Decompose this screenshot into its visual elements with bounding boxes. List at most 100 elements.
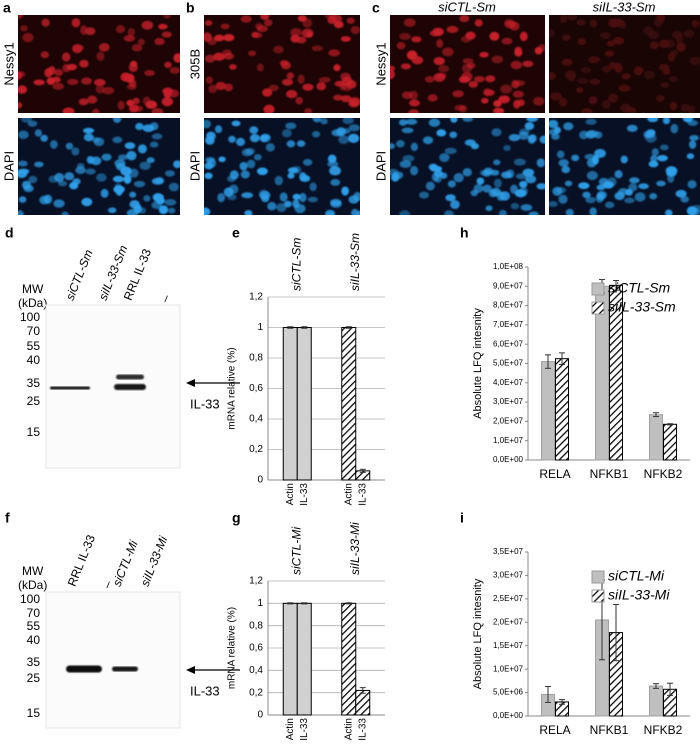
- y-tick-label: 9,0E+07: [493, 281, 524, 290]
- y-axis-label: Absolute LFQ intesnity: [472, 308, 484, 419]
- nucleus: [151, 107, 164, 113]
- nucleus: [564, 180, 573, 187]
- nucleus: [83, 127, 95, 134]
- nucleus: [342, 118, 354, 125]
- x-tick-label: RELA: [539, 723, 570, 737]
- nucleus: [689, 56, 700, 66]
- nucleus: [498, 95, 510, 104]
- bar: [663, 423, 677, 461]
- arrow-head: [186, 666, 195, 674]
- nucleus: [20, 25, 28, 32]
- nucleus: [330, 198, 342, 206]
- nucleus: [168, 207, 176, 214]
- nucleus: [304, 108, 313, 113]
- nucleus: [296, 140, 306, 147]
- nucleus: [204, 54, 216, 63]
- mw-tick: 40: [27, 353, 41, 367]
- nuclei: [204, 118, 360, 215]
- y-tick-label: 3,0E+07: [493, 571, 524, 580]
- nucleus: [34, 161, 44, 168]
- nucleus: [340, 36, 351, 42]
- nucleus: [500, 84, 513, 94]
- panel-letter: f: [5, 510, 10, 526]
- nucleus: [493, 159, 501, 166]
- nucleus: [567, 15, 578, 21]
- nucleus: [240, 170, 250, 179]
- nucleus: [102, 86, 115, 95]
- nucleus: [151, 177, 164, 185]
- nucleus: [264, 19, 273, 27]
- y-tick-label: 0,2: [249, 444, 263, 455]
- nucleus: [244, 209, 253, 215]
- nucleus: [680, 196, 690, 203]
- panel-letter: e: [232, 225, 240, 241]
- nucleus: [620, 103, 631, 113]
- nucleus: [473, 183, 484, 193]
- nucleus: [324, 15, 336, 19]
- nucleus: [435, 72, 447, 79]
- nucleus: [656, 180, 666, 187]
- nucleus: [98, 42, 110, 52]
- nucleus: [450, 118, 458, 123]
- nucleus: [392, 171, 404, 179]
- nucleus: [295, 96, 304, 105]
- bar: [341, 602, 357, 716]
- nucleus: [536, 183, 545, 190]
- y-axis-label: mRNA relative (%): [227, 607, 238, 689]
- nucleus: [214, 125, 223, 134]
- nucleus: [524, 122, 535, 131]
- nucleus: [226, 175, 237, 182]
- nucleus: [18, 196, 27, 203]
- y-tick-label: 1: [257, 322, 263, 333]
- nucleus: [79, 59, 89, 68]
- nucleus: [231, 120, 241, 127]
- nucleus: [493, 100, 502, 107]
- nucleus: [223, 187, 234, 197]
- nucleus: [83, 133, 94, 142]
- nucleus: [447, 180, 456, 188]
- nucleus: [433, 57, 445, 66]
- nucleus: [128, 104, 139, 113]
- nucleus: [112, 175, 124, 183]
- nucleus: [565, 208, 574, 215]
- nucleus: [676, 42, 686, 52]
- nucleus: [208, 84, 218, 94]
- nucleus: [399, 210, 411, 215]
- nucleus: [141, 20, 154, 30]
- nucleus: [222, 49, 232, 57]
- nucleus: [519, 31, 528, 42]
- nucleus: [576, 77, 589, 85]
- nucleus: [62, 63, 71, 73]
- nucleus: [120, 72, 132, 82]
- blot-band: [116, 374, 144, 380]
- nucleus: [462, 118, 474, 122]
- nucleus: [236, 137, 245, 147]
- nucleus: [411, 56, 424, 65]
- nucleus: [161, 97, 174, 107]
- nucleus: [452, 90, 464, 98]
- y-tick-label: 0: [257, 475, 263, 486]
- nucleus: [549, 128, 559, 136]
- nucleus: [350, 25, 360, 35]
- nucleus: [330, 178, 341, 186]
- nucleus: [340, 72, 351, 81]
- nucleus: [528, 211, 539, 215]
- nucleus: [493, 107, 505, 113]
- nucleus: [534, 46, 543, 55]
- blot-band: [112, 666, 138, 672]
- nucleus: [434, 175, 442, 183]
- panel-letter: i: [460, 510, 464, 526]
- nucleus: [281, 129, 292, 138]
- nucleus: [246, 159, 256, 169]
- nucleus: [46, 77, 55, 85]
- micrograph: [18, 118, 180, 215]
- nucleus: [462, 58, 474, 64]
- nucleus: [418, 191, 430, 199]
- nucleus: [34, 129, 42, 137]
- mw-tick: 35: [27, 655, 41, 669]
- nucleus: [436, 39, 444, 48]
- y-tick-label: 1,2: [249, 292, 263, 303]
- mw-tick: 15: [27, 425, 41, 439]
- nucleus: [656, 15, 666, 22]
- legend-label: siIL-33-Mi: [608, 587, 670, 603]
